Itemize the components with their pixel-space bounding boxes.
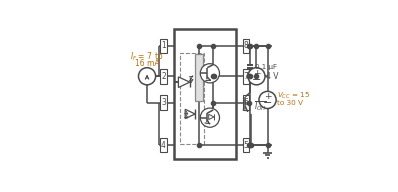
Text: $V_{CC}$ = 15: $V_{CC}$ = 15: [277, 90, 310, 101]
Text: 4: 4: [161, 141, 166, 150]
Text: 2: 2: [161, 72, 166, 81]
Bar: [243, 39, 249, 53]
Text: 16 mA: 16 mA: [135, 60, 159, 69]
Text: 7: 7: [244, 72, 248, 81]
Bar: [174, 29, 236, 159]
Text: 8: 8: [244, 41, 248, 50]
Bar: [160, 95, 167, 110]
Bar: [195, 54, 203, 101]
Bar: [160, 39, 167, 53]
Text: +: +: [253, 69, 260, 78]
Text: 1: 1: [161, 41, 166, 50]
Text: $I_F$ = 7 to: $I_F$ = 7 to: [131, 50, 164, 63]
Text: 4 V: 4 V: [266, 72, 279, 81]
Text: $\overline{I_{OH}}$: $\overline{I_{OH}}$: [254, 100, 267, 113]
Polygon shape: [209, 114, 214, 120]
Circle shape: [259, 91, 276, 108]
Bar: [243, 138, 249, 152]
Bar: [160, 138, 167, 152]
Text: 5: 5: [244, 141, 248, 150]
Circle shape: [139, 68, 156, 85]
Text: to 30 V: to 30 V: [277, 100, 303, 106]
Bar: [160, 69, 167, 84]
Circle shape: [200, 64, 220, 83]
Bar: [179, 53, 204, 144]
Bar: [243, 95, 249, 110]
Polygon shape: [185, 109, 195, 119]
Polygon shape: [178, 77, 190, 88]
Text: +: +: [264, 92, 271, 101]
Text: 6: 6: [244, 98, 248, 107]
Text: −: −: [263, 98, 272, 108]
Bar: [243, 69, 249, 84]
Text: 3: 3: [161, 98, 166, 107]
Circle shape: [200, 108, 220, 127]
Text: 0.1 µF: 0.1 µF: [255, 64, 277, 70]
Circle shape: [248, 68, 265, 85]
Text: −: −: [252, 74, 261, 84]
